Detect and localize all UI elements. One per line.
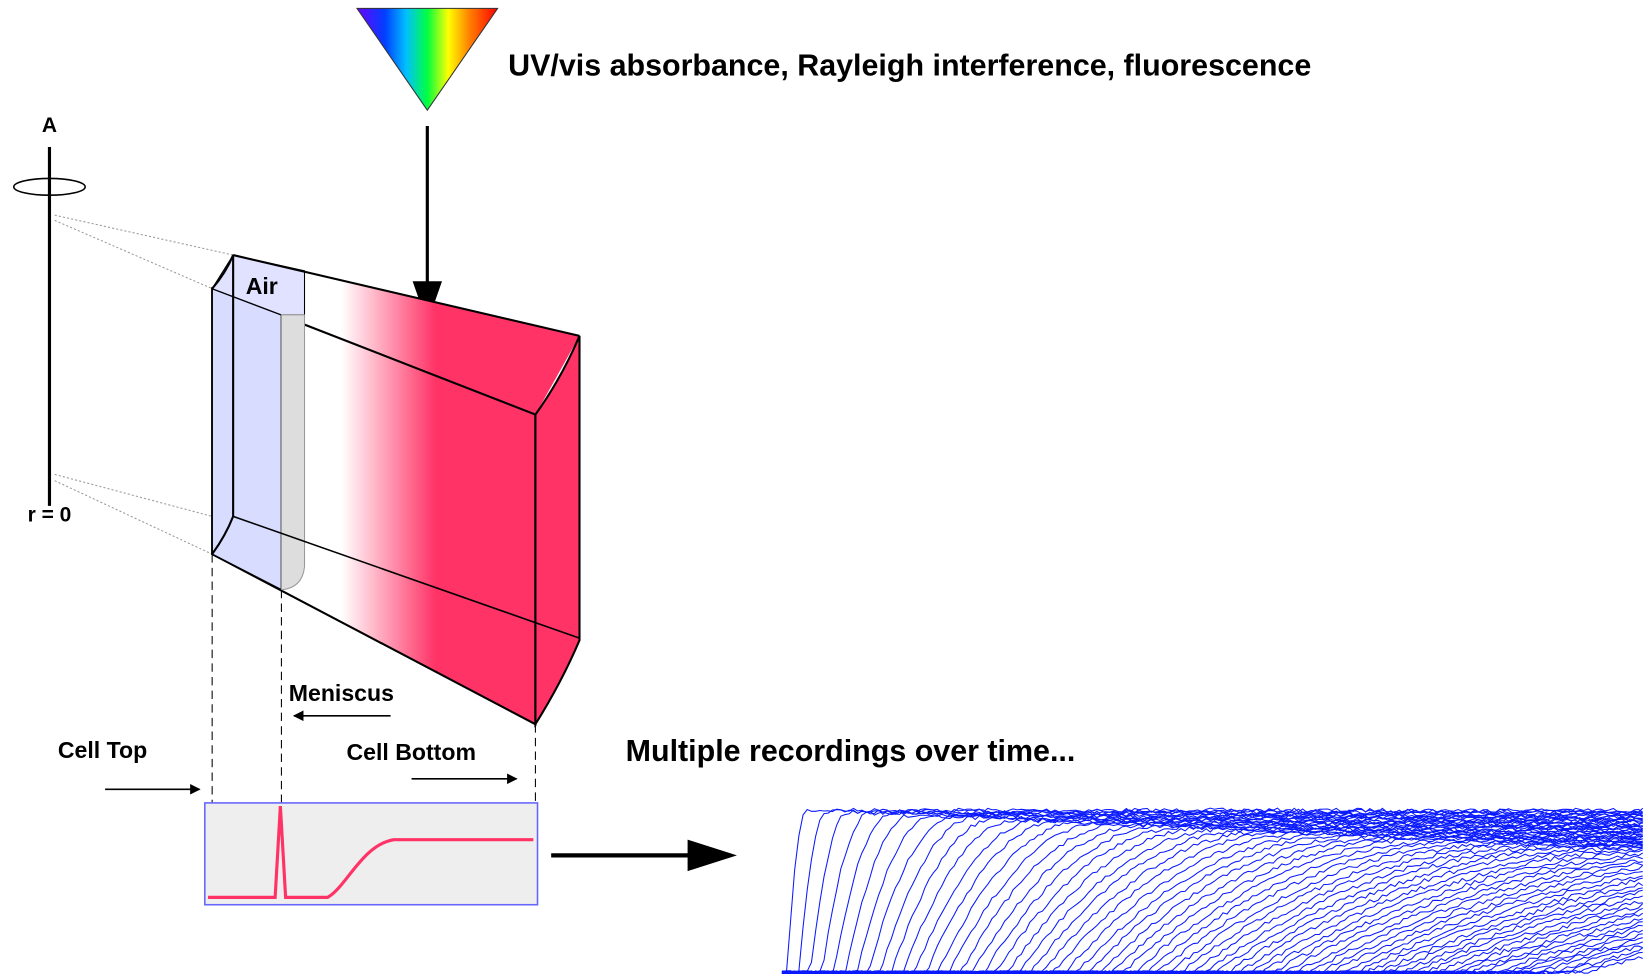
- page: {"title": "UV/vis absorbance, Rayleigh i…: [0, 0, 1646, 974]
- recording-trace: [782, 839, 1643, 974]
- scan-box: [205, 803, 538, 905]
- recording-trace: [782, 837, 1643, 974]
- axis-label: A: [42, 114, 57, 137]
- recording-trace: [782, 845, 1643, 974]
- air-region: [212, 289, 281, 590]
- recording-trace: [782, 942, 1643, 974]
- cell-top-label: Cell Top: [58, 737, 147, 763]
- recording-trace: [782, 827, 1643, 974]
- recording-trace: [782, 839, 1643, 974]
- recording-trace: [782, 876, 1643, 974]
- recording-trace: [782, 829, 1643, 974]
- recording-trace: [782, 848, 1643, 974]
- recordings: [782, 808, 1643, 974]
- recording-trace: [782, 842, 1643, 974]
- recordings-label: Multiple recordings over time...: [626, 734, 1076, 768]
- origin-label: r = 0: [28, 504, 72, 527]
- cell-bottom-label: Cell Bottom: [346, 739, 475, 765]
- spectrum-prism: [357, 8, 498, 110]
- diagram: UV/vis absorbance, Rayleigh interference…: [0, 0, 1646, 974]
- projection-lines: [55, 215, 233, 554]
- recording-trace: [782, 934, 1643, 974]
- recording-trace: [782, 828, 1643, 974]
- meniscus-label: Meniscus: [289, 680, 394, 706]
- meniscus-band: [281, 315, 304, 590]
- result-arrow-head: [688, 840, 737, 871]
- recording-trace: [782, 844, 1643, 974]
- title: UV/vis absorbance, Rayleigh interference…: [508, 49, 1311, 83]
- air-label: Air: [246, 273, 278, 299]
